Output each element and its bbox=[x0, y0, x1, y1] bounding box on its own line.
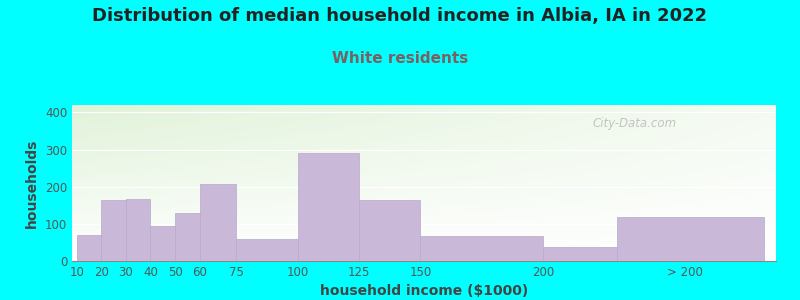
Bar bbox=[617, 217, 764, 261]
Bar bbox=[175, 214, 199, 261]
Bar bbox=[298, 153, 359, 261]
Bar bbox=[126, 199, 150, 261]
Y-axis label: households: households bbox=[26, 138, 39, 228]
Bar bbox=[199, 184, 236, 261]
Bar bbox=[150, 226, 175, 261]
Bar bbox=[420, 236, 543, 261]
Bar bbox=[543, 247, 617, 261]
Bar bbox=[102, 200, 126, 261]
Bar bbox=[359, 200, 420, 261]
Text: Distribution of median household income in Albia, IA in 2022: Distribution of median household income … bbox=[93, 8, 707, 26]
Bar bbox=[77, 235, 102, 261]
Text: White residents: White residents bbox=[332, 51, 468, 66]
Text: City-Data.com: City-Data.com bbox=[593, 118, 677, 130]
Bar bbox=[236, 239, 298, 261]
X-axis label: household income ($1000): household income ($1000) bbox=[320, 284, 528, 298]
